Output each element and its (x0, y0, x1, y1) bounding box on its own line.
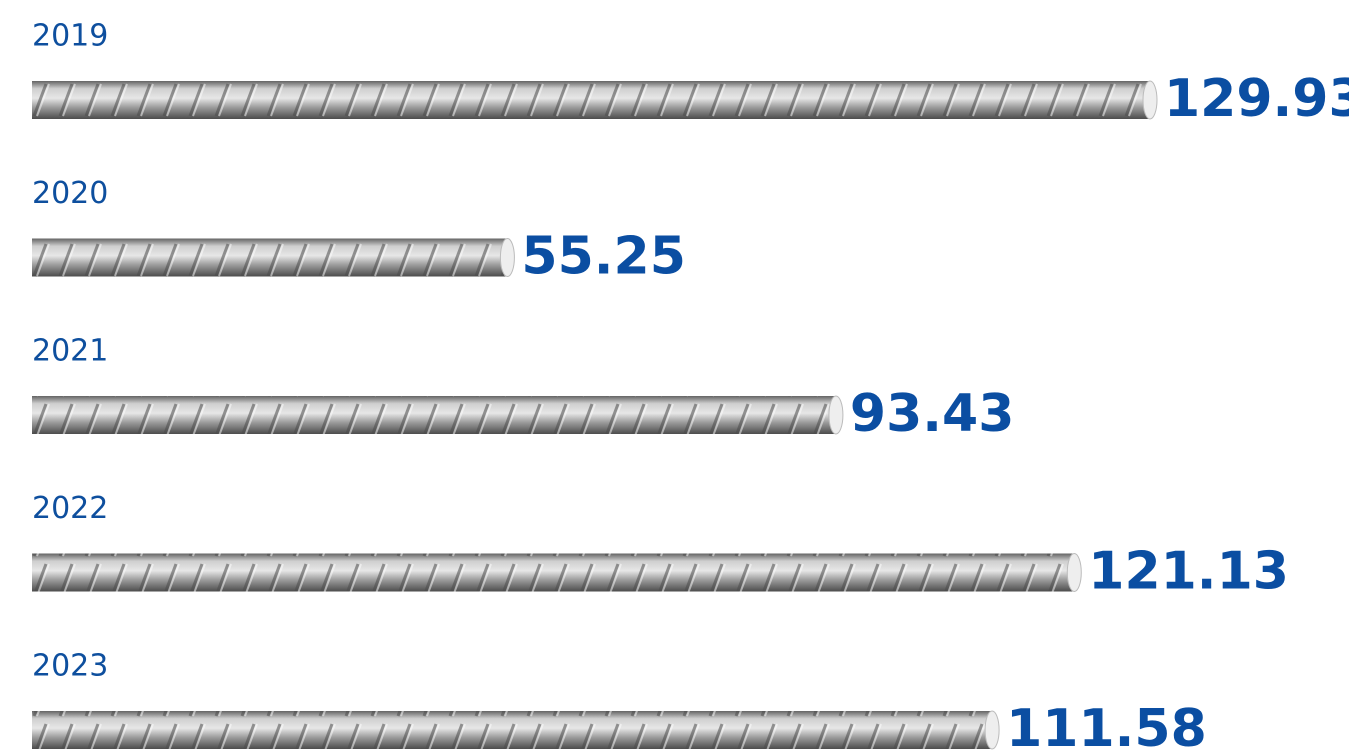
value-label: 93.43 (850, 384, 1014, 444)
bar-ribs (32, 553, 1075, 592)
category-label: 2021 (32, 334, 108, 369)
value-label: 55.25 (521, 227, 685, 287)
bar-end (1142, 80, 1158, 120)
bar-ribs (32, 711, 993, 749)
value-label: 129.93 (1164, 69, 1349, 129)
bar-end (1066, 553, 1082, 592)
value-label: 111.58 (1006, 699, 1207, 754)
bar-end (984, 710, 1000, 750)
bar-ribs (32, 396, 836, 434)
category-label: 2019 (32, 19, 108, 54)
value-label: 121.13 (1088, 542, 1289, 602)
bar-end (828, 395, 844, 435)
category-label: 2020 (32, 176, 108, 211)
bar-end (499, 238, 515, 277)
category-label: 2022 (32, 491, 108, 526)
bar-ribs (32, 238, 508, 277)
bar-ribs (32, 81, 1150, 119)
category-label: 2023 (32, 649, 108, 684)
